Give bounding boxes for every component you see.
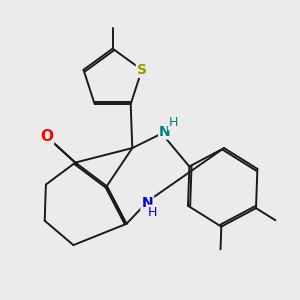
- Text: H: H: [148, 206, 158, 219]
- Text: S: S: [137, 63, 147, 77]
- Text: H: H: [169, 116, 178, 129]
- Text: N: N: [141, 196, 153, 210]
- Text: N: N: [159, 124, 171, 139]
- Text: O: O: [40, 129, 53, 144]
